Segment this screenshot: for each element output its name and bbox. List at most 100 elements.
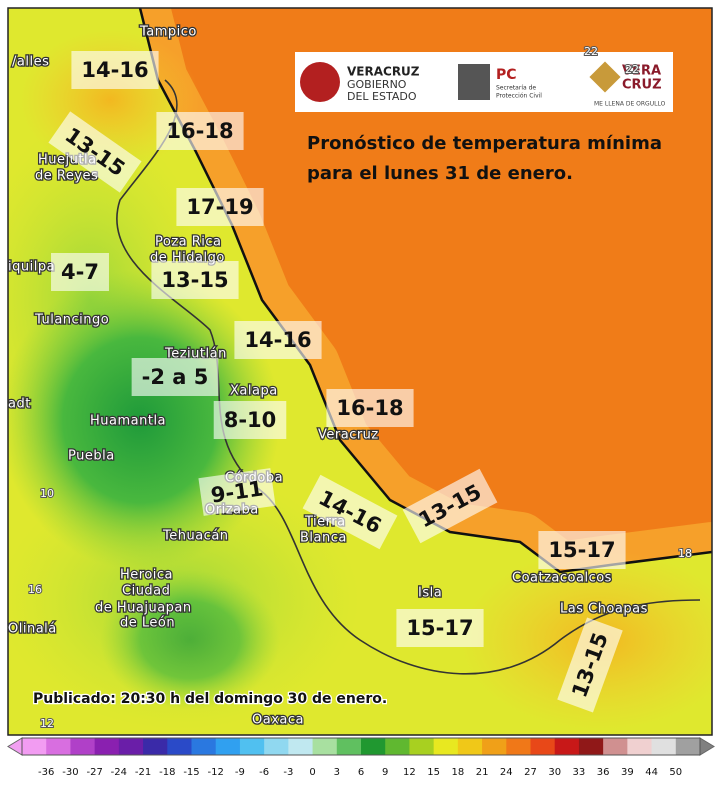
logo-text: Protección Civil	[496, 93, 542, 100]
forecast-range: 4-7	[61, 260, 99, 284]
forecast-box	[156, 112, 244, 150]
title-line: para el lunes 31 de enero.	[307, 163, 573, 184]
city-label: Huamantla	[90, 414, 166, 429]
forecast-box	[326, 389, 414, 427]
logo-text: ME LLENA DE ORGULLO	[594, 101, 666, 108]
forecast-box	[71, 51, 159, 89]
city-label: Oaxaca	[252, 713, 304, 728]
forecast-label: 8-10	[213, 401, 287, 439]
colorbar-tick-label: -9	[235, 767, 245, 778]
city-label: Puebla	[68, 449, 115, 464]
logo-text: DEL ESTADO	[347, 90, 417, 103]
colorbar-tick-label: 30	[548, 767, 561, 778]
map-frame	[7, 7, 713, 736]
colorbar-tick-label: 50	[669, 767, 682, 778]
forecast-range: 15-17	[406, 616, 473, 640]
logo-text: VERACRUZ	[347, 65, 420, 79]
colorbar-segment	[264, 738, 289, 755]
colorbar-segment	[433, 738, 459, 755]
logo-banner: VERACRUZ GOBIERNO DEL ESTADO PC Secretar…	[295, 52, 673, 112]
city-label: Olinalá	[8, 622, 57, 637]
city-label: Isla	[418, 586, 442, 601]
forecast-range: 17-19	[186, 195, 253, 219]
forecast-label: 15-17	[396, 609, 484, 647]
city-label: Las Choapas	[560, 602, 648, 617]
colorbar-segment	[118, 738, 144, 755]
colorbar-tick-label: 27	[524, 767, 537, 778]
colorbar-segment	[94, 738, 120, 755]
forecast-box	[538, 531, 626, 569]
colorbar-segment	[167, 738, 192, 755]
forecast-box	[234, 321, 322, 359]
isotherm-label: 12	[40, 717, 54, 730]
forecast-box	[402, 468, 498, 544]
city-label: Tulancingo	[34, 313, 109, 328]
city-label: de León	[120, 616, 175, 631]
forecast-label: 4-7	[51, 253, 109, 291]
colorbar: -36 -30 -27 -24 -21 -18 -15 -12 -9 -6 -3 0 3 6 9 12 15 18…	[7, 737, 715, 778]
colorbar-tick-label: -27	[86, 767, 102, 778]
forecast-box	[213, 401, 287, 439]
isotherm-label: 22	[625, 63, 639, 76]
colorbar-tick-label: 39	[621, 767, 634, 778]
colorbar-segment	[530, 738, 556, 755]
forecast-box	[557, 617, 623, 713]
colorbar-tick-label: 36	[597, 767, 610, 778]
city-label: de Reyes	[35, 169, 98, 184]
forecast-label: 14-16	[71, 51, 159, 89]
city-label: Ciudad	[122, 584, 170, 599]
colorbar-segment	[22, 738, 47, 755]
colorbar-tick-label: 44	[645, 767, 658, 778]
forecast-range: -2 a 5	[142, 365, 209, 389]
forecast-label: -2 a 5	[131, 358, 219, 396]
cold-zone	[100, 570, 280, 710]
logo-text: CRUZ	[622, 78, 662, 93]
colorbar-segment	[506, 738, 531, 755]
logo-text: GOBIERNO	[347, 78, 407, 91]
colorbar-tick-label: 15	[427, 767, 440, 778]
logo-text: VERA	[622, 64, 661, 79]
colorbar-tick-label: -36	[38, 767, 54, 778]
map-area	[8, 8, 712, 735]
forecast-box	[51, 253, 109, 291]
colorbar-segment	[554, 738, 580, 755]
pc-shield	[458, 64, 490, 100]
isotherm-label: 16	[28, 583, 42, 596]
colorbar-tick-label: 33	[573, 767, 586, 778]
colorbar-tick-label: -6	[259, 767, 269, 778]
forecast-label: 13-15	[151, 261, 239, 299]
forecast-range: 16-18	[336, 396, 403, 420]
colorbar-segment	[651, 738, 677, 755]
city-label: Poza Rica	[155, 235, 222, 250]
forecast-box	[198, 468, 276, 516]
forecast-box	[131, 358, 219, 396]
city-label: Tehuacán	[162, 529, 229, 544]
colorbar-tick-label: 18	[451, 767, 464, 778]
forecast-box	[48, 111, 142, 193]
city-label: adt	[8, 397, 31, 412]
forecast-range: 13-15	[161, 268, 228, 292]
isotherm-label: 18	[678, 547, 692, 560]
colorbar-segment	[70, 738, 96, 755]
colorbar-segment	[46, 738, 71, 755]
colorbar-tick-label: -18	[159, 767, 175, 778]
forecast-range: 8-10	[224, 408, 277, 432]
colorbar-segment	[143, 738, 168, 755]
colorbar-segment	[361, 738, 386, 755]
colorbar-segment	[191, 738, 217, 755]
colorbar-tick-label: 3	[334, 767, 340, 778]
colorbar-tick-label: 9	[382, 767, 388, 778]
city-label: iquilpa	[8, 260, 55, 275]
colorbar-segment	[675, 738, 701, 755]
forecast-range: 16-18	[166, 119, 233, 143]
forecast-label: 13-15	[402, 468, 498, 544]
title-line: Pronóstico de temperatura mínima	[307, 133, 662, 154]
forecast-label: 16-18	[156, 112, 244, 150]
colorbar-segment	[482, 738, 507, 755]
colorbar-arrow	[699, 737, 715, 756]
city-label: Xalapa	[230, 384, 278, 399]
state-shield	[300, 62, 340, 102]
colorbar-segment	[239, 738, 265, 755]
